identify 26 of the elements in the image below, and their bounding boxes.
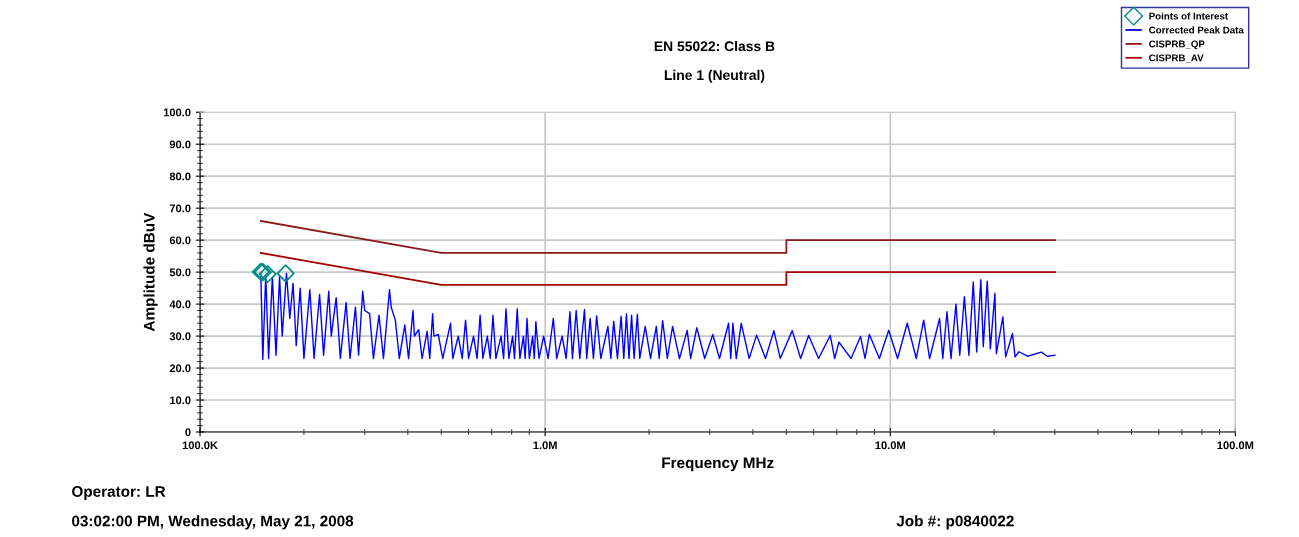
y-tick-label: 90.0 — [169, 140, 191, 149]
legend-label: Corrected Peak Data — [1149, 26, 1244, 34]
legend-label: Points of Interest — [1149, 12, 1228, 20]
x-tick-label: 100.0M — [1217, 441, 1254, 450]
text: 03:02:00 PM, Wednesday, May 21, 2008 — [72, 515, 354, 530]
chart-title: EN 55022: Class B — [654, 40, 775, 52]
y-tick-label: 60.0 — [169, 236, 191, 245]
y-tick-label: 100.0 — [163, 108, 191, 117]
y-tick-label: 30.0 — [169, 332, 191, 341]
y-tick-label: 20.0 — [169, 364, 191, 373]
y-tick-label: 0 — [185, 428, 191, 437]
x-tick-label: 100.0K — [182, 441, 218, 450]
y-tick-label: 50.0 — [169, 268, 191, 277]
text: Job #: p0840022 — [896, 515, 1014, 530]
text: Operator: LR — [72, 486, 166, 500]
y-tick-label: 10.0 — [170, 396, 191, 405]
y-tick-label: 80.0 — [169, 172, 191, 181]
legend-label: CISPRB_AV — [1149, 54, 1204, 63]
y-tick-label: 70.0 — [169, 204, 191, 213]
legend-label: CISPRB_QP — [1149, 40, 1205, 50]
chart-subtitle: Line 1 (Neutral) — [664, 69, 765, 83]
y-tick-label: 40.0 — [169, 300, 191, 309]
x-tick-label: 10.0M — [875, 441, 905, 450]
y-axis-title: Amplitude dBuV — [143, 212, 158, 332]
x-axis-title: Frequency MHz — [662, 457, 774, 472]
x-tick-label: 1.0M — [533, 441, 557, 450]
